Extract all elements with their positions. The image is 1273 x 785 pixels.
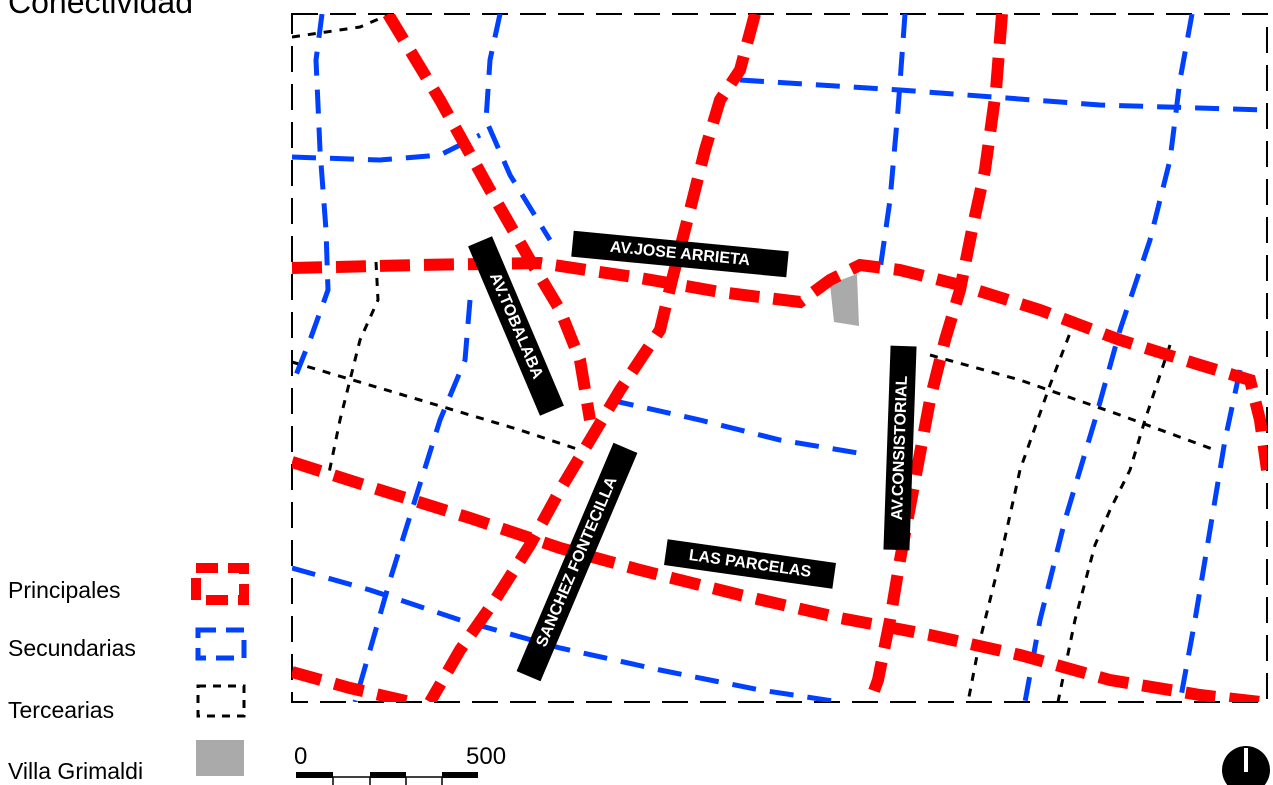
secondary-road	[1022, 14, 1195, 702]
secondary-road	[292, 565, 841, 702]
map-frame	[291, 13, 1268, 703]
tertiary-road	[1056, 344, 1172, 702]
scale-bar	[296, 772, 478, 785]
tertiary-road	[929, 353, 1216, 452]
street-label-sanchez-fontecilla: SANCHEZ FONTECILLA	[516, 442, 638, 682]
villa-grimaldi-area	[830, 274, 859, 326]
secondary-road	[352, 299, 473, 702]
secondary-road	[877, 14, 908, 271]
svg-text:AV.CONSISTORIAL: AV.CONSISTORIAL	[889, 375, 911, 520]
legend-swatch-principales	[191, 563, 249, 605]
secondary-road	[739, 77, 1267, 113]
principal-road	[292, 256, 1267, 471]
scale-end-label: 500	[466, 743, 507, 770]
principal-road	[292, 456, 1261, 702]
svg-text:AV.TOBALABA: AV.TOBALABA	[486, 270, 546, 382]
legend-label-villa-grimaldi: Villa Grimaldi	[8, 758, 144, 784]
principal-road	[424, 14, 761, 702]
tertiary-road	[326, 261, 380, 479]
secondary-road	[609, 397, 871, 458]
legend-swatch-secundarias	[195, 627, 247, 661]
legend-label-principales: Principales	[8, 577, 121, 603]
north-arrow-icon	[1222, 746, 1270, 785]
scale-start-label: 0	[294, 743, 308, 770]
legend-label-tercearias: Tercearias	[8, 697, 115, 723]
secundarias-roads	[292, 14, 1267, 702]
principales-roads	[292, 14, 1267, 702]
secondary-road	[1177, 369, 1243, 702]
secondary-road	[483, 14, 553, 242]
map-title: Conectividad	[8, 0, 193, 20]
principal-road	[292, 666, 412, 702]
secondary-road	[292, 14, 331, 386]
street-label-consistorial: AV.CONSISTORIAL	[883, 345, 917, 551]
tercearias-roads	[292, 14, 1216, 702]
legend-label-secundarias: Secundarias	[8, 635, 136, 661]
tertiary-road	[292, 360, 581, 452]
principal-road	[382, 14, 596, 421]
tertiary-road	[292, 14, 391, 39]
legend-swatch-villa-grimaldi	[196, 740, 244, 776]
legend-swatch-tercearias	[196, 684, 246, 718]
